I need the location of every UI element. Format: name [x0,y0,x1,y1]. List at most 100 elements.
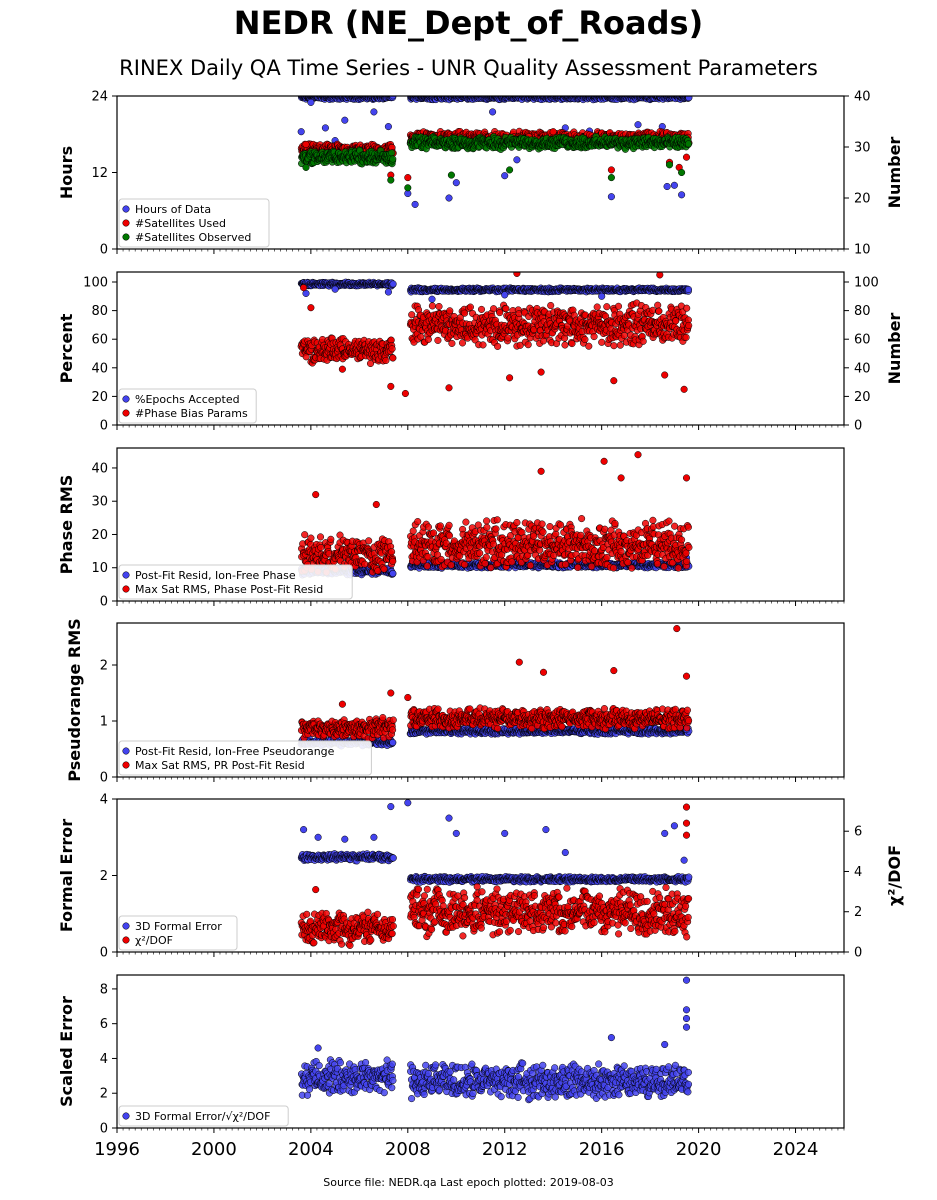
data-point [678,168,686,177]
data-point [389,155,397,163]
data-point [366,359,375,368]
legend-marker [122,233,130,241]
legend-label: #Satellites Observed [135,231,251,244]
data-point [408,311,416,319]
data-point [607,193,615,201]
legend-marker [122,409,130,417]
data-point [370,108,378,116]
data-point [682,153,691,161]
data-point [614,302,623,310]
data-point [447,171,455,179]
data-point [665,161,674,169]
data-point [603,303,611,311]
y2-tick-label: 10 [854,243,871,258]
data-point [389,354,397,362]
y2-tick-label: 60 [854,333,871,348]
data-point [610,377,618,385]
legend-marker [122,219,130,227]
figure-title: NEDR (NE_Dept_of_Roads) [233,4,704,42]
y-tick-label: 24 [91,90,108,105]
data-point [387,382,395,390]
data-point [590,333,598,341]
y2-axis-label: Number [885,313,904,385]
y2-tick-label: 30 [854,141,871,156]
data-point [494,342,502,350]
legend-label: #Phase Bias Params [135,407,248,420]
legend-box [118,388,257,424]
y2-tick-label: 20 [854,192,871,207]
y2-tick-label: 40 [854,90,871,105]
data-point [389,280,397,288]
data-point [607,174,615,182]
y2-tick-label: 20 [854,390,871,405]
data-point [428,302,436,310]
data-point [307,304,315,312]
data-point [639,337,647,345]
data-point [663,182,671,191]
data-point [585,342,593,350]
data-point [387,176,395,184]
data-point [466,303,474,311]
y-tick-label: 60 [91,333,108,348]
legend-marker [122,205,130,213]
y-tick-label: 40 [91,361,108,376]
data-point [302,140,310,148]
y-tick-label: 100 [83,276,108,291]
data-point [489,108,497,116]
y2-axis-label: Number [885,137,904,209]
data-point [445,194,453,202]
data-point [607,166,615,174]
data-point [404,174,412,182]
data-point [568,340,576,348]
data-point [321,124,329,132]
data-point [435,302,443,311]
data-point [424,335,432,343]
data-point [598,292,606,300]
series-2-2 [297,272,693,398]
data-point [598,338,606,346]
data-point [302,163,310,171]
data-point [389,96,397,100]
panel-2-points [297,272,693,398]
data-point [448,339,456,347]
data-point [411,200,419,208]
data-point [561,341,569,349]
data-point [501,291,509,299]
data-point [549,128,557,136]
data-point [338,365,346,373]
data-point [655,307,663,315]
data-point [404,184,412,192]
legend-marker [122,395,130,403]
data-point [684,285,693,294]
data-point [341,116,349,124]
legend-label: #Satellites Used [135,217,226,230]
data-point [307,98,315,106]
data-point [384,123,392,131]
data-point [331,285,339,293]
data-point [452,179,460,187]
data-point [634,121,642,129]
data-point [297,128,305,136]
series-2-1 [297,278,693,303]
data-point [506,166,514,174]
data-point [384,288,392,296]
data-point [680,385,688,393]
data-point [513,156,521,164]
data-point [616,341,624,349]
data-point [496,309,504,317]
y2-tick-label: 40 [854,361,871,376]
data-point [537,368,545,376]
data-point [661,371,669,379]
data-point [477,305,486,313]
legend-box [118,198,270,248]
data-point [684,140,693,148]
series-1-3 [298,133,693,192]
data-point [682,333,690,341]
data-point [610,342,618,350]
data-point [678,191,686,199]
y-tick-label: 0 [100,243,108,258]
